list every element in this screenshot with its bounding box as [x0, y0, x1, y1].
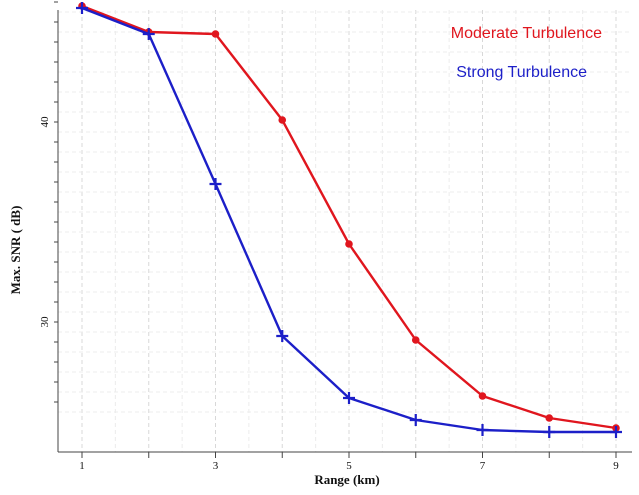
data-point-moderate: [478, 392, 487, 400]
series-layer: [76, 2, 622, 438]
y-tick-label: 40: [39, 116, 51, 128]
data-point-moderate: [278, 116, 287, 124]
x-tick-label: 7: [480, 460, 486, 472]
data-point-strong: [209, 178, 222, 190]
x-tick-label: 9: [613, 460, 619, 472]
data-point-strong: [476, 424, 489, 436]
data-point-strong: [142, 28, 155, 40]
axes: 1 3 5 7 9 30 40: [39, 1, 632, 472]
x-tick-label: 1: [79, 460, 85, 472]
data-point-moderate: [211, 30, 220, 38]
legend: Moderate Turbulence Strong Turbulence: [451, 25, 602, 81]
grid: [58, 10, 632, 452]
y-tick-label: 30: [39, 316, 51, 328]
data-point-strong: [543, 426, 556, 438]
data-point-strong: [610, 426, 622, 438]
x-tick-label: 5: [346, 460, 352, 472]
data-point-strong: [76, 2, 88, 14]
data-point-strong: [276, 330, 289, 342]
plot-area: [58, 10, 632, 452]
data-point-moderate: [345, 240, 353, 248]
data-point-strong: [409, 414, 422, 426]
data-point-strong: [343, 392, 355, 404]
legend-label-strong: Strong Turbulence: [456, 64, 587, 81]
legend-label-moderate: Moderate Turbulence: [451, 25, 602, 42]
y-axis-title: Max. SNR ( dB): [8, 206, 23, 295]
x-axis-title: Range (km): [314, 472, 379, 487]
data-point-moderate: [545, 414, 554, 422]
data-point-moderate: [411, 336, 420, 344]
x-tick-label: 3: [213, 460, 219, 472]
